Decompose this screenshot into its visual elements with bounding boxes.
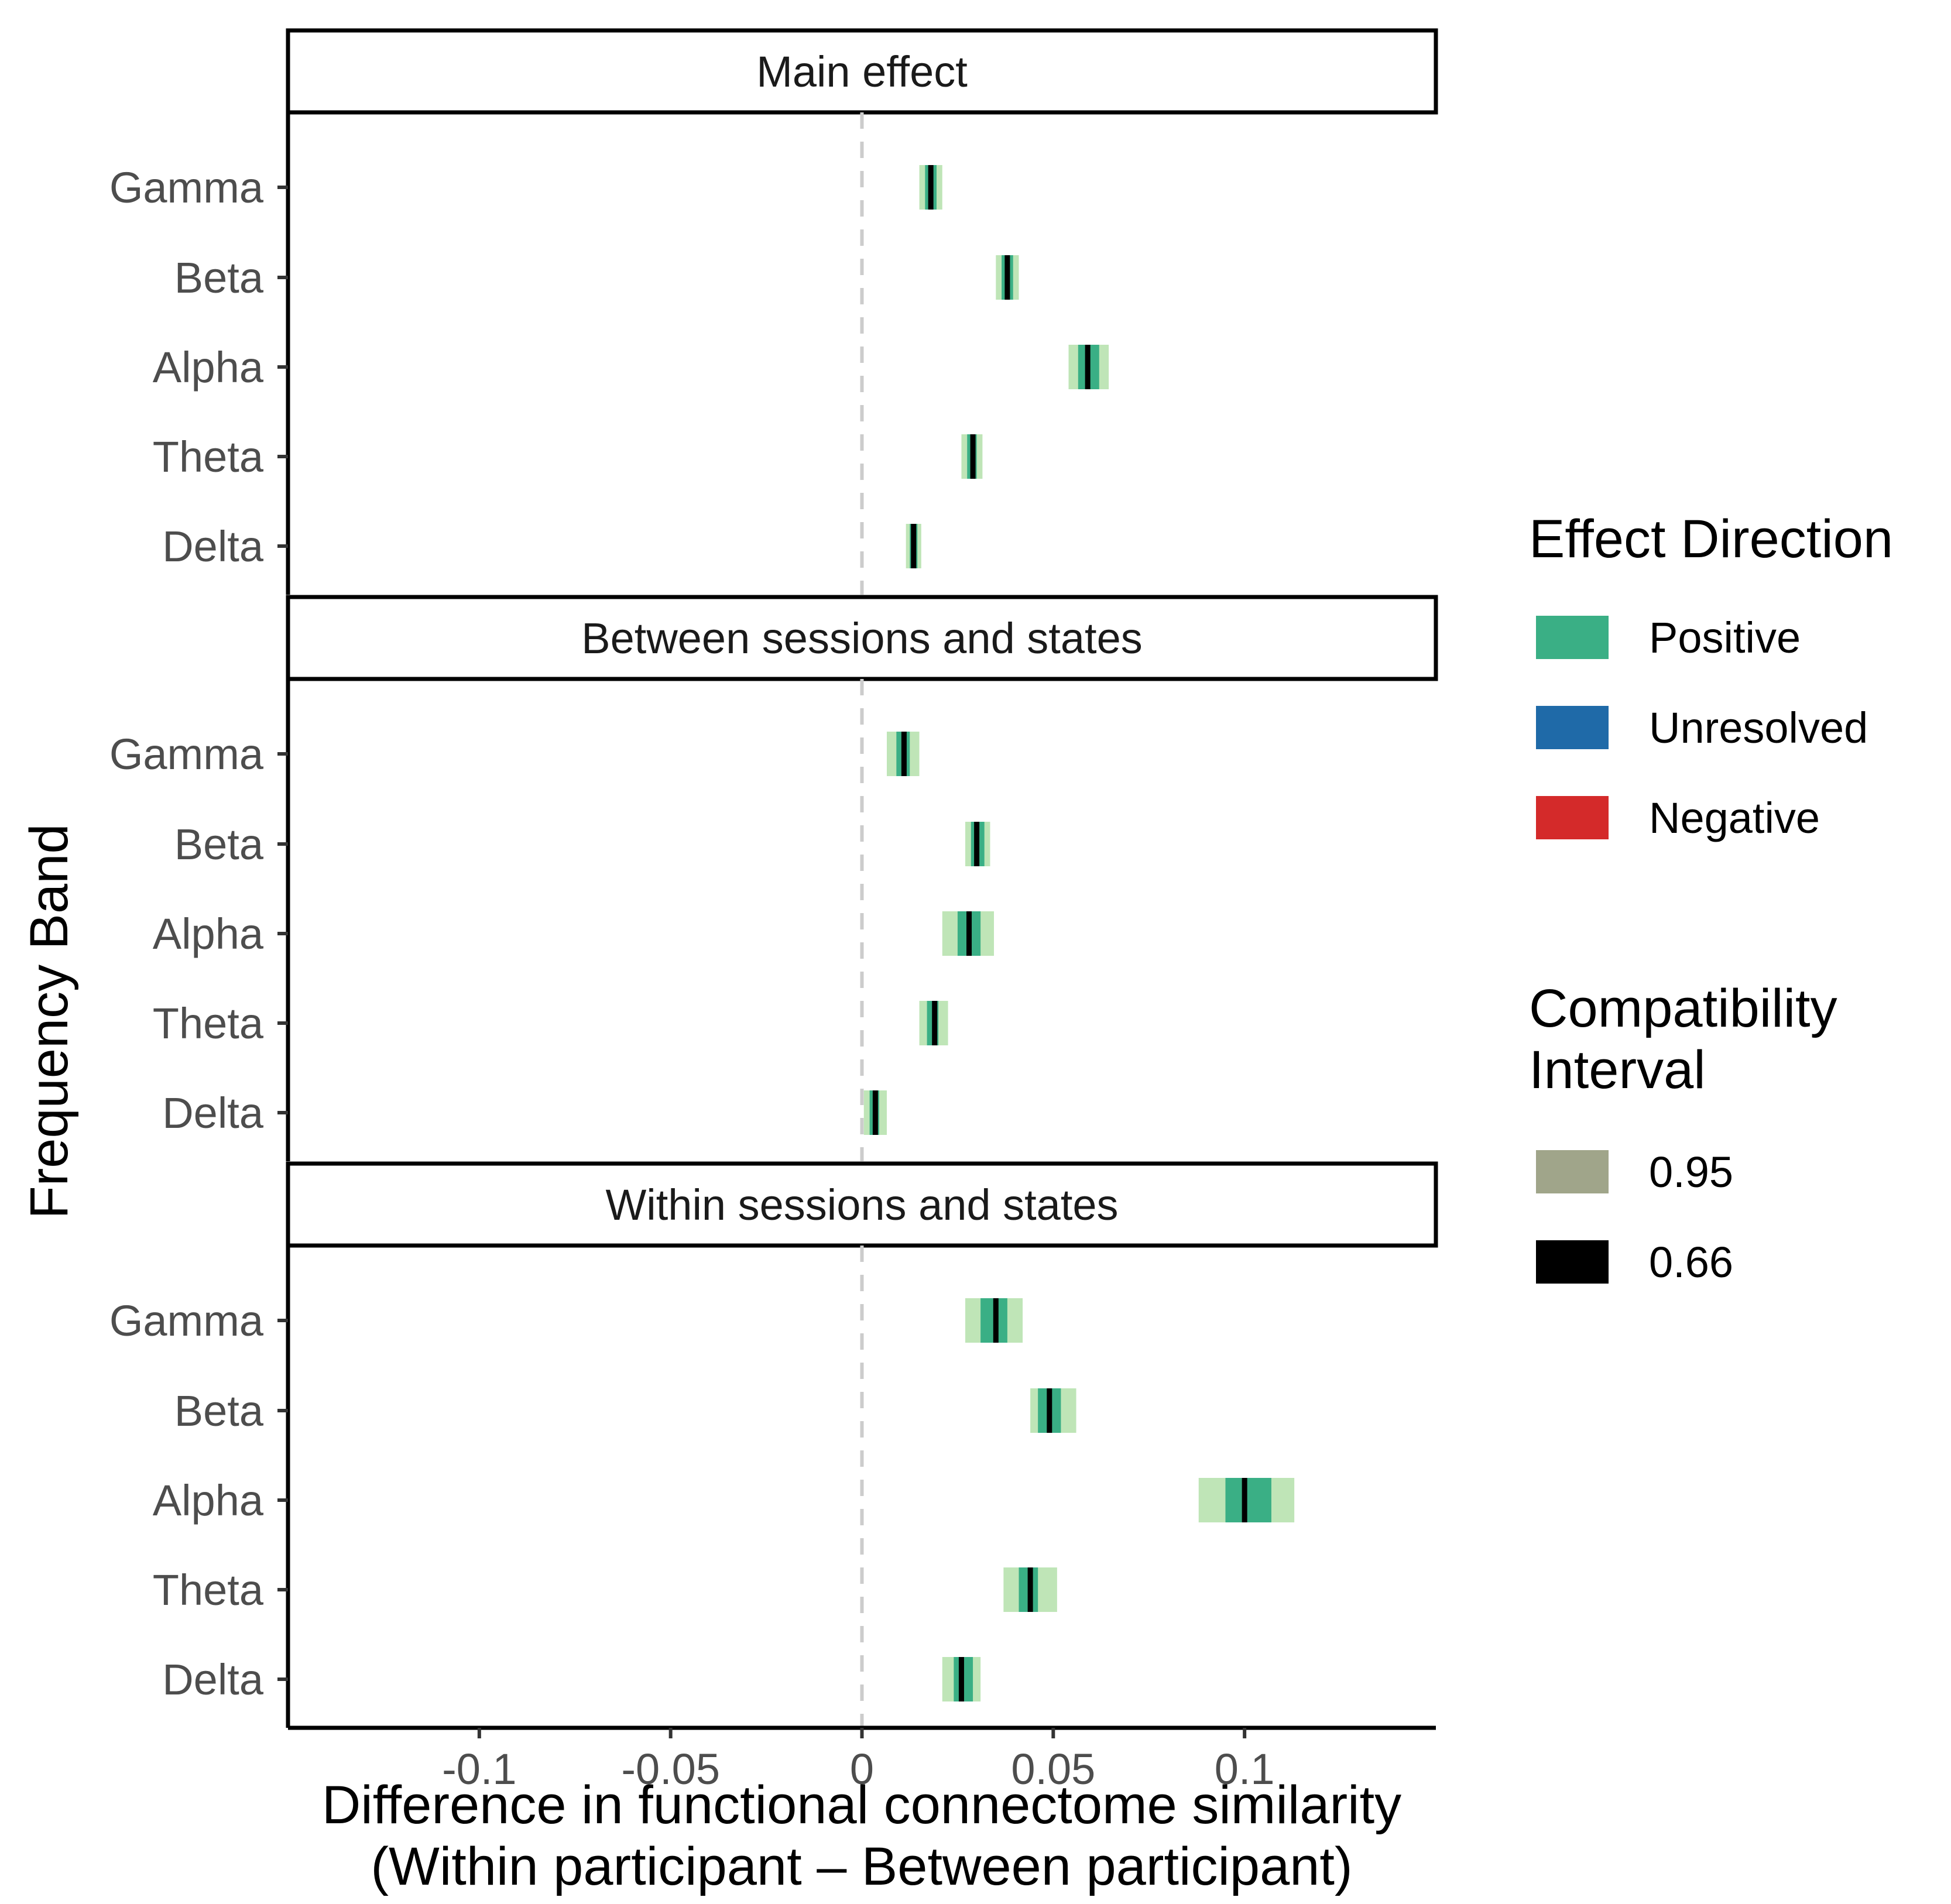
y-tick-label: Theta — [153, 999, 264, 1048]
facet-strip-label: Main effect — [756, 47, 968, 96]
facet-panel: Main effect Gamma Beta Alpha Theta Delta — [109, 28, 1438, 595]
y-tick-label: Alpha — [153, 343, 264, 392]
x-tick-label: -0.05 — [621, 1745, 720, 1793]
point-estimate — [928, 165, 934, 210]
point-estimate — [932, 1001, 938, 1045]
legend-title-compatibility-interval: Interval — [1529, 1040, 1706, 1100]
facet-strip — [286, 28, 1438, 115]
y-tick-label: Delta — [162, 522, 264, 571]
legend-key — [1536, 1150, 1609, 1193]
y-tick-label: Delta — [162, 1655, 264, 1704]
facet-panel: Between sessions and states Gamma Beta Alph… — [109, 595, 1438, 1161]
point-estimate — [1047, 1388, 1052, 1433]
legend-title-effect-direction: Effect Direction — [1529, 509, 1893, 569]
y-tick-label: Theta — [153, 433, 264, 481]
x-tick-label: 0.1 — [1215, 1745, 1275, 1793]
x-axis-title-line-1: Difference in functional connectome simi… — [322, 1775, 1401, 1835]
y-tick-label: Theta — [153, 1566, 264, 1614]
x-tick-label: 0.05 — [1011, 1745, 1095, 1793]
y-tick-label: Gamma — [109, 730, 264, 778]
legend-key — [1536, 706, 1609, 749]
legend-key — [1536, 616, 1609, 659]
legend-label: Negative — [1649, 794, 1820, 842]
legend-key — [1536, 796, 1609, 839]
legend-title-compatibility-interval: Compatibility — [1529, 979, 1837, 1038]
point-estimate — [1085, 345, 1091, 389]
point-estimate — [901, 732, 907, 776]
ci66-interval — [1225, 1478, 1271, 1522]
legend-label: Unresolved — [1649, 704, 1868, 752]
x-tick-label: 0 — [850, 1745, 874, 1793]
y-axis-title: Frequency Band — [19, 824, 79, 1219]
point-estimate — [966, 911, 972, 956]
point-estimate — [1004, 255, 1010, 300]
y-tick-label: Gamma — [109, 1296, 264, 1345]
facet-strip — [286, 595, 1438, 681]
point-estimate — [872, 1090, 878, 1135]
facet-strip-label: Between sessions and states — [581, 614, 1142, 663]
y-tick-label: Alpha — [153, 910, 264, 958]
point-estimate — [958, 1657, 964, 1701]
x-axis: -0.1 -0.05 0 0.05 0.1 — [442, 1728, 1275, 1793]
facet-panels: Main effectGammaBetaAlphaThetaDeltaBetwe… — [109, 28, 1438, 1730]
point-estimate — [1242, 1478, 1247, 1522]
y-tick-label: Delta — [162, 1089, 264, 1137]
legend-key — [1536, 1240, 1609, 1284]
y-tick-label: Beta — [174, 1387, 264, 1435]
point-estimate — [911, 524, 917, 568]
facet-strip-label: Within sessions and states — [605, 1181, 1118, 1229]
point-estimate — [970, 434, 976, 479]
point-estimate — [974, 822, 980, 866]
x-tick-label: -0.1 — [442, 1745, 517, 1793]
legend: Effect Direction Positive Unresolved Negati… — [1529, 509, 1893, 1287]
legend-label: 0.66 — [1649, 1238, 1733, 1287]
facet-panel: Within sessions and states Gamma Beta Alpha… — [109, 1161, 1438, 1730]
x-axis-title-line-2: (Within participant – Between participan… — [371, 1837, 1352, 1896]
y-tick-label: Alpha — [153, 1476, 264, 1525]
y-tick-label: Beta — [174, 253, 264, 302]
legend-label: 0.95 — [1649, 1148, 1733, 1196]
point-estimate — [1027, 1567, 1033, 1612]
point-estimate — [993, 1298, 999, 1343]
y-tick-label: Gamma — [109, 163, 264, 212]
facet-strip — [286, 1161, 1438, 1248]
y-tick-label: Beta — [174, 820, 264, 869]
legend-label: Positive — [1649, 613, 1801, 662]
